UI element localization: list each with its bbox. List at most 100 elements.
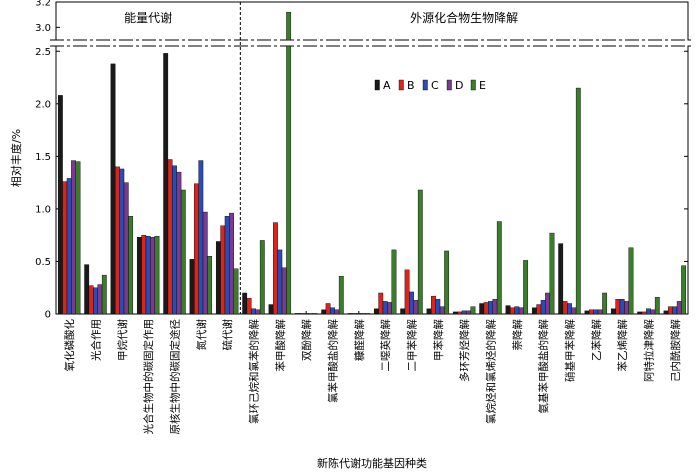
x-tick-label: 甲烷代谢 <box>116 319 129 361</box>
bar-B <box>194 183 199 315</box>
x-tick-label: 双酚降解 <box>300 319 313 361</box>
bar-E <box>654 296 660 315</box>
bar-E <box>575 87 581 315</box>
y-tick-label: 0 <box>45 310 51 321</box>
bar-B <box>536 304 542 315</box>
y-tick-label: 2.5 <box>35 47 51 58</box>
bar-A <box>637 311 643 315</box>
x-tick-label: 氮代谢 <box>195 319 208 351</box>
bar-D <box>202 211 208 315</box>
bar-A <box>215 241 221 315</box>
bar-D <box>597 309 603 315</box>
x-tick-label: 氨基苯甲酸盐的降解 <box>537 319 550 414</box>
bar-B <box>457 311 463 315</box>
bar-A <box>110 63 116 315</box>
bar-A <box>163 53 169 315</box>
bar-C <box>172 165 177 315</box>
bar-D <box>123 182 129 315</box>
bar-E <box>154 236 160 315</box>
x-tick-label: 己内酰胺降解 <box>669 319 682 382</box>
bar-E <box>128 216 134 315</box>
x-tick-label: 氯苯甲酸盐的降解 <box>327 319 340 403</box>
bar-A <box>663 310 669 315</box>
x-tick-label: 二甲苯降解 <box>406 319 419 372</box>
bar-E <box>233 268 239 315</box>
bar-C <box>66 178 72 315</box>
bar-A <box>610 308 616 315</box>
x-tick-label: 氧化磷酸化 <box>63 319 76 372</box>
x-tick-label: 甲苯降解 <box>432 319 445 361</box>
bar-C <box>567 303 572 315</box>
bar-A <box>400 308 406 315</box>
bar-A <box>136 237 142 315</box>
bar-D <box>176 171 182 315</box>
bar-C <box>145 236 151 315</box>
bar-E-upper <box>286 11 292 41</box>
bar-C <box>119 168 125 315</box>
bar-B <box>62 181 68 315</box>
bar-C <box>198 160 204 315</box>
bar-D <box>650 309 656 315</box>
bar-A <box>242 292 248 315</box>
legend-swatch-B <box>398 79 404 91</box>
bar-B <box>483 302 489 315</box>
bar-A <box>452 311 458 315</box>
bar-D <box>676 301 682 315</box>
x-tick-label: 苯甲酸降解 <box>274 319 287 372</box>
bar-C <box>251 308 256 315</box>
x-tick-label: 多环芳烃降解 <box>458 319 471 382</box>
y-tick-label: 0.5 <box>35 257 51 268</box>
bar-A <box>189 259 195 315</box>
bar-D <box>334 309 340 315</box>
bar-D <box>571 307 577 315</box>
bar-C <box>540 300 546 315</box>
legend-label: B <box>407 79 415 92</box>
bar-E <box>496 221 502 315</box>
bar-A <box>426 308 432 315</box>
x-tick-label: 硝基甲苯降解 <box>564 319 577 382</box>
bar-A <box>321 309 327 315</box>
bar-B <box>115 166 120 315</box>
bar-C <box>303 313 309 315</box>
legend-swatch-C <box>422 79 428 91</box>
labels: 能量代谢 外源化合物生物降解 0 0.5 1.0 1.5 2.0 2.5 3.0 3.2 氧化磷酸化… <box>35 0 682 435</box>
bar-C <box>488 301 493 315</box>
x-tick-label: 原核生物中的碳固定途径 <box>169 319 182 435</box>
y-tick-label: 3.0 <box>35 23 51 34</box>
bar-A <box>479 303 485 315</box>
bar-D <box>281 267 287 315</box>
legend-swatch-D <box>446 79 452 91</box>
legend-label: D <box>455 79 463 92</box>
bar-E <box>523 260 529 315</box>
bar-D <box>71 160 76 315</box>
bar-D <box>492 299 498 315</box>
bar-C <box>356 313 362 315</box>
bar-D <box>545 292 550 315</box>
bar-E <box>180 189 186 315</box>
group-title: 能量代谢 <box>124 10 172 25</box>
bar-A <box>505 305 511 315</box>
y-tick-label: 3.2 <box>35 0 51 9</box>
bar-E <box>312 313 318 315</box>
legend-label: A <box>383 79 391 92</box>
x-tick-label: 光合生物中的碳固定作用 <box>142 319 155 435</box>
bar-A <box>373 308 379 315</box>
x-axis-title: 新陈代谢功能基因种类 <box>317 456 427 470</box>
bar-E <box>681 265 687 315</box>
bar-E <box>259 240 265 315</box>
bar-C <box>224 216 230 315</box>
bar-B <box>378 292 384 315</box>
bar-A <box>294 313 300 315</box>
bar-E <box>444 250 450 315</box>
bar-B <box>141 234 147 315</box>
group-title: 外源化合物生物降解 <box>410 10 518 25</box>
bar-C <box>514 306 520 315</box>
bar-E <box>470 306 476 315</box>
x-tick-label: 糠醛降解 <box>353 319 366 361</box>
x-tick-label: 硫代谢 <box>221 319 234 351</box>
bar-B <box>325 303 331 315</box>
y-tick-label: 1.5 <box>35 152 51 163</box>
bar-D <box>387 302 392 315</box>
legend-swatch-A <box>374 79 380 91</box>
bar-D <box>97 284 103 315</box>
